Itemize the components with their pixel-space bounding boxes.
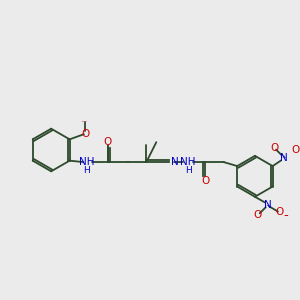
Text: N: N: [171, 157, 179, 167]
Text: O: O: [292, 146, 300, 155]
Text: H: H: [83, 166, 90, 175]
Text: O: O: [201, 176, 209, 186]
Text: O: O: [275, 207, 284, 218]
Text: N: N: [280, 152, 288, 163]
Text: N: N: [264, 200, 272, 210]
Text: +: +: [265, 203, 270, 208]
Text: methoxy: methoxy: [82, 121, 88, 122]
Text: H: H: [185, 166, 191, 175]
Text: O: O: [254, 210, 262, 220]
Text: O: O: [81, 129, 89, 139]
Text: +: +: [282, 155, 286, 160]
Text: NH: NH: [180, 157, 196, 167]
Text: NH: NH: [79, 157, 94, 167]
Text: -: -: [299, 141, 300, 154]
Text: -: -: [283, 209, 288, 222]
Text: O: O: [270, 142, 278, 153]
Text: O: O: [104, 137, 112, 147]
